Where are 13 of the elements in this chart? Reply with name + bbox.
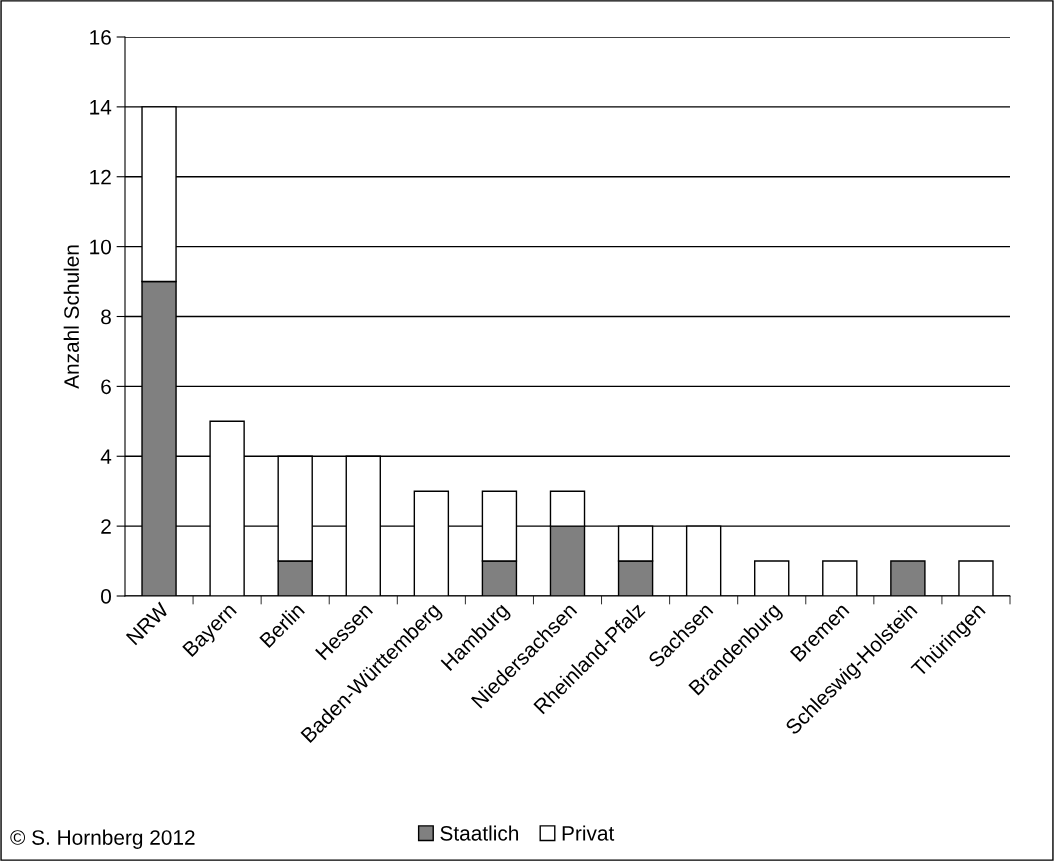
- legend-label: Privat: [562, 825, 615, 841]
- y-tick-label: 10: [90, 239, 111, 255]
- y-tick-label: 8: [101, 309, 111, 325]
- y-tick-label: 4: [100, 449, 112, 464]
- legend-label: Staatlich: [440, 825, 519, 841]
- y-tick-label: 14: [90, 100, 112, 115]
- y-tick-label: 16: [90, 30, 111, 45]
- y-tick-label: 12: [90, 169, 111, 185]
- text: © S. Hornberg 2012: [10, 829, 195, 849]
- y-tick-label: 6: [101, 379, 111, 395]
- y-tick-label: 0: [101, 589, 111, 604]
- y-axis-title: Anzahl Schulen: [63, 245, 79, 389]
- y-tick-label: 2: [101, 519, 111, 534]
